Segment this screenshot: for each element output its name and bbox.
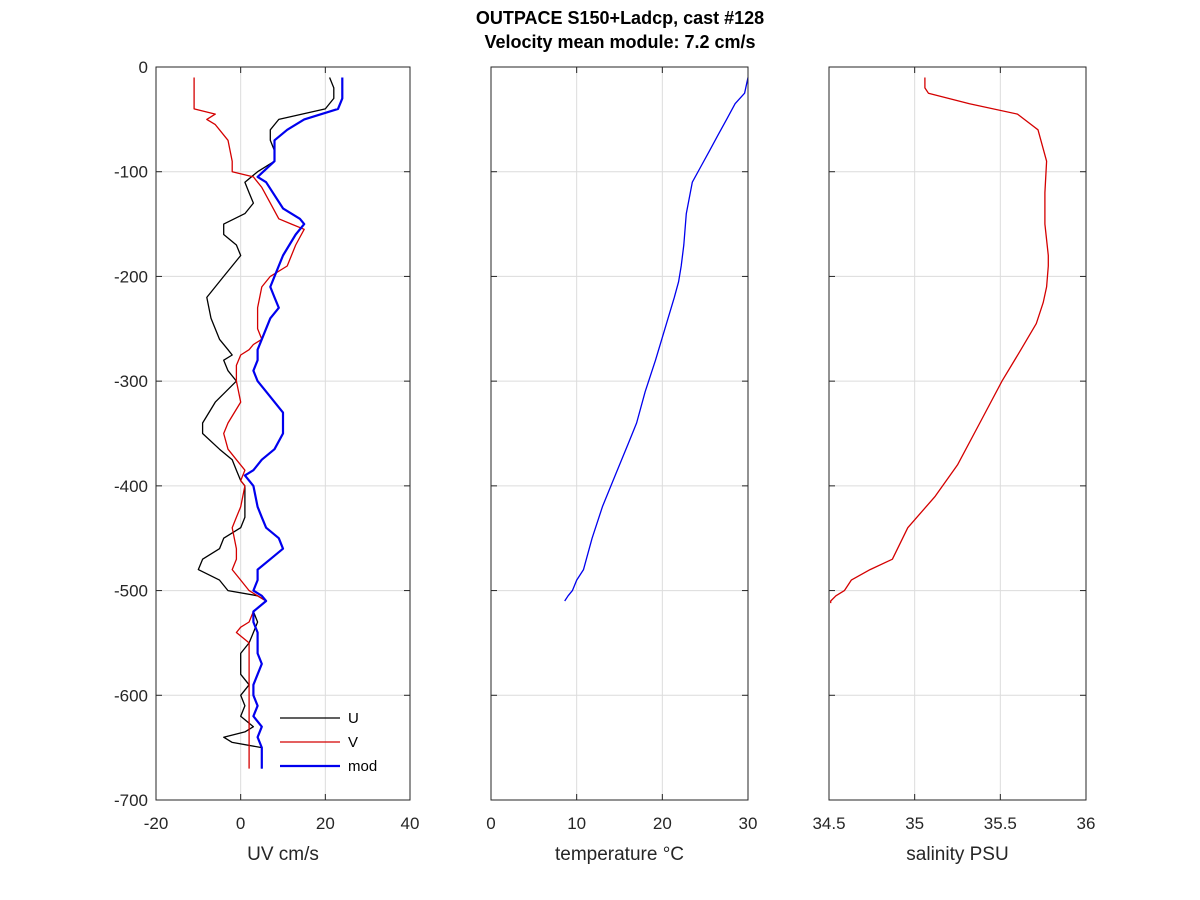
x-tick-label: 40 bbox=[401, 814, 420, 833]
y-tick-label: -100 bbox=[114, 163, 148, 182]
panel-salinity: 34.5 35 35.5 36 salinity PSU bbox=[812, 66, 1096, 865]
plot-area bbox=[829, 67, 1086, 800]
x-tick-label: 0 bbox=[486, 814, 495, 833]
y-tick-label: -200 bbox=[114, 267, 148, 286]
x-axis-label: salinity PSU bbox=[906, 844, 1008, 865]
y-tick-label: -700 bbox=[114, 791, 148, 810]
y-tick-label: -400 bbox=[114, 477, 148, 496]
x-axis-label: UV cm/s bbox=[247, 844, 319, 865]
x-tick-label: 34.5 bbox=[812, 814, 845, 833]
x-tick-label: 36 bbox=[1077, 814, 1096, 833]
series-line-mod bbox=[243, 77, 344, 769]
panel-uv-velocity: -20 0 20 400-100-200-300-400-500-600-700UV … bbox=[114, 58, 419, 865]
x-tick-label: 20 bbox=[316, 814, 335, 833]
legend-label-U: U bbox=[348, 710, 359, 727]
axes-frame bbox=[155, 66, 411, 801]
chart-title-block: OUTPACE S150+Ladcp, cast #128 Velocity m… bbox=[0, 6, 1200, 54]
series-line-U bbox=[197, 77, 335, 769]
x-tick-label: 0 bbox=[236, 814, 245, 833]
legend-label-mod: mod bbox=[348, 758, 377, 775]
x-tick-label: 35 bbox=[905, 814, 924, 833]
y-tick-label: -500 bbox=[114, 582, 148, 601]
series-line-temperature bbox=[564, 77, 749, 602]
legend-label-V: V bbox=[348, 734, 358, 751]
x-tick-label: -20 bbox=[144, 814, 169, 833]
axes-frame bbox=[490, 66, 749, 801]
y-tick-label: -600 bbox=[114, 686, 148, 705]
plot-area bbox=[491, 67, 748, 800]
axes-frame bbox=[828, 66, 1087, 801]
panel-temperature: 0 10 20 30 temperature °C bbox=[486, 66, 758, 865]
x-tick-label: 20 bbox=[653, 814, 672, 833]
x-tick-label: 30 bbox=[739, 814, 758, 833]
chart-title: OUTPACE S150+Ladcp, cast #128 bbox=[475, 8, 765, 28]
x-axis-label: temperature °C bbox=[555, 844, 684, 865]
series-line-salinity bbox=[830, 77, 1049, 604]
chart-subtitle: Velocity mean module: 7.2 cm/s bbox=[484, 32, 756, 52]
y-tick-label: 0 bbox=[139, 58, 148, 77]
x-tick-label: 35.5 bbox=[984, 814, 1017, 833]
x-tick-label: 10 bbox=[567, 814, 586, 833]
series-line-V bbox=[193, 77, 305, 769]
y-tick-label: -300 bbox=[114, 372, 148, 391]
